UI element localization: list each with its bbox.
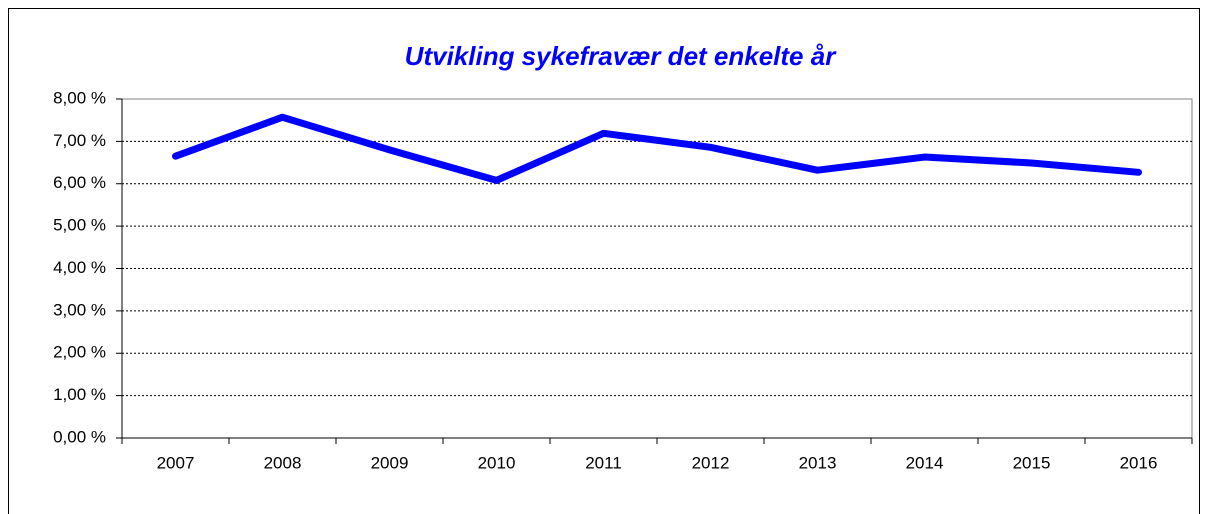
y-tick-label: 4,00 % bbox=[53, 258, 106, 277]
x-tick-label: 2007 bbox=[157, 453, 195, 472]
x-tick-label: 2015 bbox=[1013, 453, 1051, 472]
x-tick-label: 2016 bbox=[1120, 453, 1158, 472]
plot-area bbox=[121, 98, 1193, 439]
x-tick-label: 2011 bbox=[585, 453, 622, 472]
x-tick-label: 2008 bbox=[264, 453, 302, 472]
x-tick-label: 2014 bbox=[906, 453, 944, 472]
y-tick-label: 1,00 % bbox=[53, 385, 106, 404]
y-tick-label: 8,00 % bbox=[53, 88, 106, 107]
y-tick-label: 3,00 % bbox=[53, 300, 106, 319]
x-tick-label: 2013 bbox=[799, 453, 837, 472]
x-tick-label: 2009 bbox=[371, 453, 409, 472]
y-tick-label: 7,00 % bbox=[53, 131, 106, 150]
chart-title: Utvikling sykefravær det enkelte år bbox=[405, 41, 838, 71]
x-tick-label: 2010 bbox=[478, 453, 516, 472]
x-tick-label: 2012 bbox=[692, 453, 730, 472]
y-tick-label: 2,00 % bbox=[53, 343, 106, 362]
y-tick-label: 5,00 % bbox=[53, 216, 106, 235]
y-tick-label: 6,00 % bbox=[53, 173, 106, 192]
y-tick-label: 0,00 % bbox=[53, 427, 106, 446]
data-line bbox=[172, 113, 1142, 184]
